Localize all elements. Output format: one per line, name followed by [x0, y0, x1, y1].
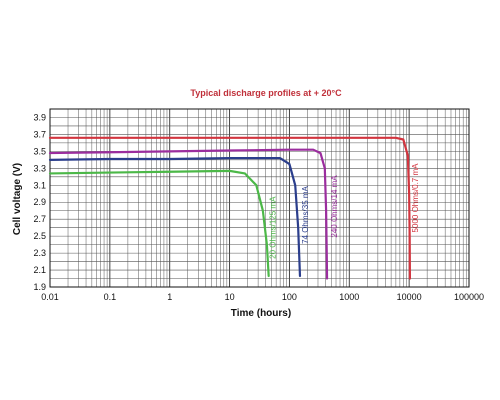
axes [49, 108, 470, 288]
series-line [48, 169, 270, 278]
y-axis-label: Cell voltage (V) [12, 163, 23, 235]
x-axis-label: Time (hours) [231, 308, 291, 319]
series-line [48, 148, 329, 280]
x-tick-label: 10 [225, 292, 235, 302]
plot-frame [49, 108, 470, 288]
y-tick-label: 3.5 [33, 146, 46, 156]
series-label: 5000 Ohms/0.7 mA [411, 163, 420, 233]
series-line [48, 136, 412, 280]
y-tick-label: 3.1 [33, 180, 46, 190]
y-tick-label: 3.9 [33, 112, 46, 122]
x-tick-label: 100 [282, 292, 297, 302]
y-tick-label: 2.1 [33, 265, 46, 275]
y-tick-label: 3.3 [33, 163, 46, 173]
y-tick-label: 2.9 [33, 197, 46, 207]
x-tick-label: 0.01 [41, 292, 59, 302]
y-tick-label: 2.3 [33, 248, 46, 258]
y-tick-label: 3.7 [33, 129, 46, 139]
series-lines [48, 136, 412, 280]
series-label: 240 Ohms/14 mA [330, 175, 339, 238]
y-tick-label: 1.9 [33, 282, 46, 292]
x-tick-label: 0.1 [104, 292, 117, 302]
series-label: 74 Ohms/35 mA [301, 185, 310, 243]
tick-labels: 0.01 0.1 1 10 100 1000 10000 100000 1.9 2.1 2.3 2.5… [33, 112, 484, 302]
series-labels: 5000 Ohms/0.7 mA 240 Ohms/14 mA 74 Ohms/35… [269, 163, 420, 259]
x-tick-label: 100000 [454, 292, 484, 302]
y-tick-label: 2.5 [33, 231, 46, 241]
x-tick-label: 1 [167, 292, 172, 302]
x-tick-label: 10000 [397, 292, 422, 302]
chart-title: Typical discharge profiles at + 20°C [190, 88, 342, 98]
y-tick-label: 2.7 [33, 214, 46, 224]
x-tick-label: 1000 [339, 292, 359, 302]
series-label: 20 Ohms/125 mA [269, 196, 278, 259]
series-line [48, 157, 302, 278]
